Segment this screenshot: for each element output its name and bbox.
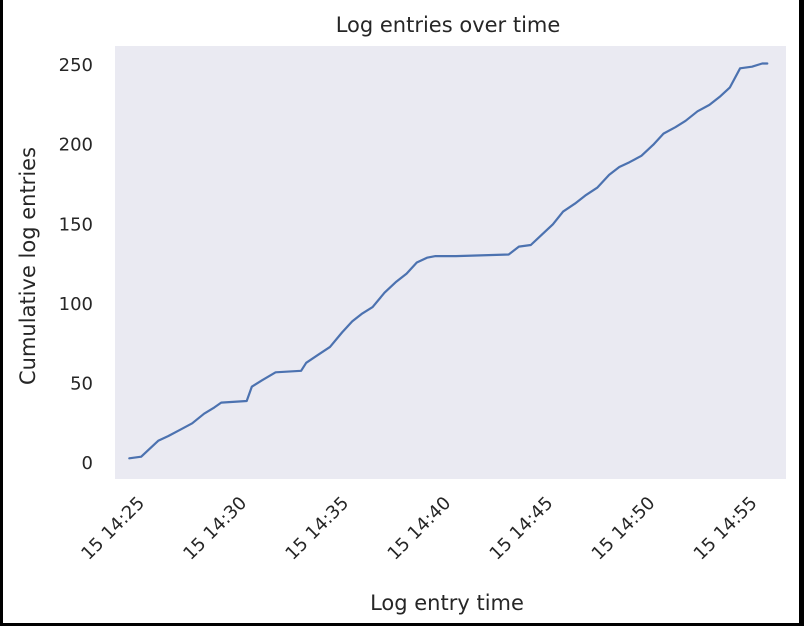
- x-tick-label: 15 14:55: [690, 493, 762, 565]
- y-axis-ticks: 0 50 100 150 200 250: [59, 55, 93, 474]
- x-tick-label: 15 14:35: [281, 493, 353, 565]
- y-tick-label: 200: [59, 135, 93, 156]
- y-tick-label: 50: [70, 373, 93, 394]
- y-tick-label: 250: [59, 55, 93, 76]
- series-line: [128, 62, 769, 460]
- x-tick-label: 15 14:45: [486, 493, 558, 565]
- y-axis-label: Cumulative log entries: [16, 147, 40, 385]
- chart-title: Log entries over time: [336, 13, 561, 37]
- x-axis-label: Log entry time: [370, 591, 524, 615]
- figure-canvas: 0 50 100 150 200 250 15 14:25 15 14:30 15 14:35…: [3, 0, 799, 623]
- line-chart: 0 50 100 150 200 250 15 14:25 15 14:30 15 14:35…: [16, 13, 786, 615]
- y-tick-label: 150: [59, 214, 93, 235]
- y-tick-label: 0: [82, 453, 93, 474]
- x-tick-label: 15 14:40: [384, 493, 456, 565]
- y-tick-label: 100: [59, 294, 93, 315]
- x-tick-label: 15 14:30: [179, 493, 251, 565]
- x-tick-label: 15 14:25: [77, 493, 149, 565]
- x-tick-label: 15 14:50: [588, 493, 660, 565]
- plot-area: [115, 46, 786, 479]
- x-axis-ticks: 15 14:25 15 14:30 15 14:35 15 14:40 15 14:45…: [77, 493, 761, 565]
